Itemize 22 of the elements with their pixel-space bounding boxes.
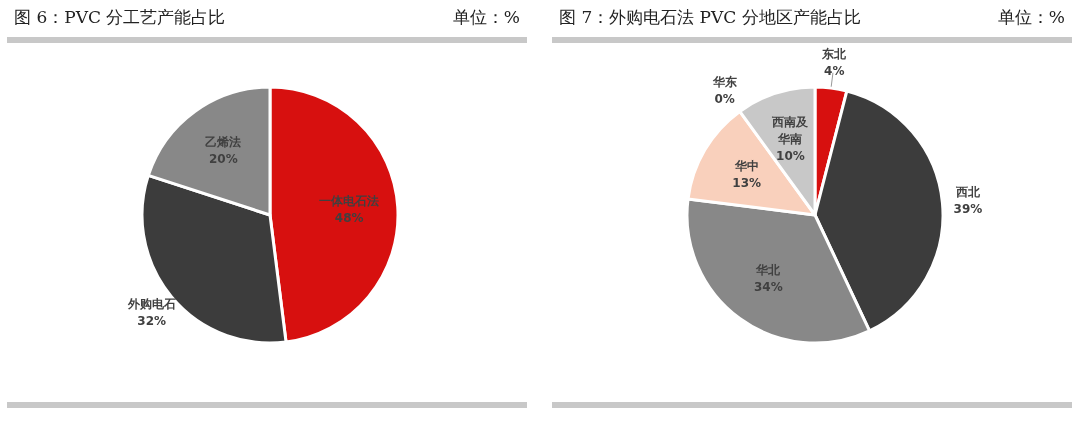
text: 单位：%	[452, 6, 520, 29]
slice-label: 乙烯法	[205, 134, 242, 149]
data-label: 39%	[953, 201, 983, 216]
slice-label: 西南及华南	[771, 115, 810, 147]
slice-label: 一体电石法	[319, 194, 380, 209]
slice-label: 西北	[954, 184, 981, 199]
data-label: 4%	[824, 63, 845, 78]
data-label: 20%	[208, 151, 238, 166]
data-label: 34%	[753, 280, 783, 295]
slice-label: 华北	[755, 263, 782, 278]
slice-label: 华中	[733, 158, 759, 173]
data-label: 10%	[776, 149, 805, 164]
chart-title: 图 7：外购电石法 PVC 分地区产能占比	[559, 6, 861, 29]
slice-label: 东北	[821, 46, 848, 61]
data-label: 48%	[334, 211, 364, 226]
data-label: 13%	[732, 175, 762, 190]
chart-title: 图 6：PVC 分工艺产能占比	[14, 6, 226, 29]
data-label: 32%	[137, 313, 167, 328]
text: 单位：%	[997, 6, 1065, 29]
text: 0%	[714, 91, 735, 106]
slice-label: 外购电石	[126, 296, 176, 311]
category-label: 华东	[712, 74, 737, 89]
